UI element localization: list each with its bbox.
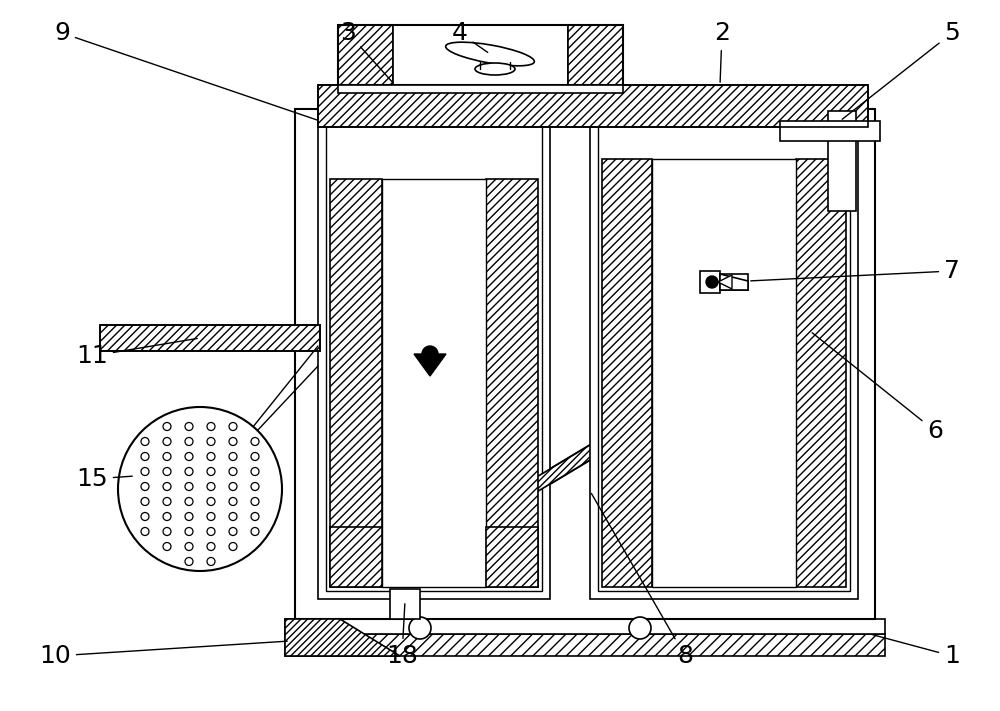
Text: 1: 1 xyxy=(873,635,960,668)
Bar xyxy=(796,159,846,587)
Bar xyxy=(285,619,885,634)
Bar xyxy=(318,85,868,127)
Circle shape xyxy=(706,276,718,288)
Bar xyxy=(330,179,382,587)
Bar xyxy=(780,121,880,141)
Polygon shape xyxy=(455,406,655,541)
Bar xyxy=(486,527,538,587)
Bar xyxy=(390,589,420,619)
Circle shape xyxy=(629,617,651,639)
Bar xyxy=(338,85,623,93)
Bar xyxy=(318,85,868,127)
Text: 7: 7 xyxy=(751,259,960,283)
Bar xyxy=(318,111,550,599)
Circle shape xyxy=(409,617,431,639)
Polygon shape xyxy=(285,619,400,656)
Bar xyxy=(598,119,850,591)
Text: 4: 4 xyxy=(452,21,488,53)
Bar xyxy=(338,25,393,85)
Polygon shape xyxy=(414,354,446,376)
Bar xyxy=(720,274,748,290)
Bar xyxy=(326,119,542,591)
Text: 3: 3 xyxy=(340,21,393,83)
Text: 5: 5 xyxy=(842,21,960,119)
Bar xyxy=(100,325,320,351)
Text: 8: 8 xyxy=(591,493,693,668)
Circle shape xyxy=(422,346,438,362)
Bar xyxy=(382,179,486,587)
Text: 15: 15 xyxy=(76,467,132,491)
Text: 10: 10 xyxy=(39,641,287,668)
Bar xyxy=(285,634,885,656)
Circle shape xyxy=(118,407,282,571)
Bar xyxy=(590,111,858,599)
Polygon shape xyxy=(720,274,748,290)
Bar xyxy=(338,25,623,85)
Bar xyxy=(828,111,856,211)
Bar xyxy=(700,271,720,293)
Bar xyxy=(100,325,320,351)
Polygon shape xyxy=(718,275,732,289)
Text: 2: 2 xyxy=(714,21,730,82)
Bar xyxy=(330,527,382,587)
Ellipse shape xyxy=(475,63,515,75)
Bar xyxy=(393,25,568,85)
Bar xyxy=(486,179,538,587)
Text: 9: 9 xyxy=(54,21,317,120)
Text: 6: 6 xyxy=(812,333,943,443)
Bar xyxy=(568,25,623,85)
Text: 18: 18 xyxy=(386,604,418,668)
Bar xyxy=(295,109,875,619)
Text: 11: 11 xyxy=(76,338,197,368)
Bar xyxy=(602,159,652,587)
Bar xyxy=(652,159,796,587)
